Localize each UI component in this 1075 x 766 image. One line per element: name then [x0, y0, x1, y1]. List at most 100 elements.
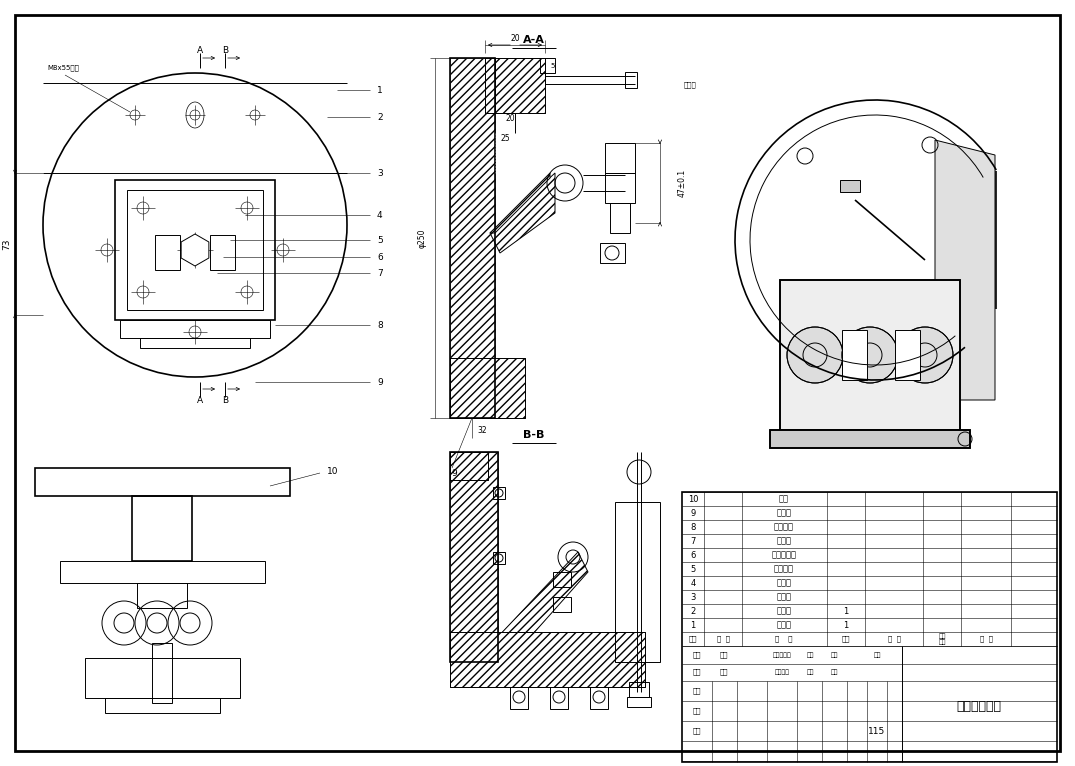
Bar — [132, 496, 192, 561]
Text: 弯管接头夹具: 弯管接头夹具 — [957, 699, 1002, 712]
Text: 8: 8 — [690, 522, 696, 532]
Text: 调节光限块: 调节光限块 — [772, 551, 797, 559]
Bar — [450, 452, 498, 662]
Bar — [590, 687, 608, 709]
Text: 20: 20 — [505, 113, 515, 123]
Circle shape — [787, 327, 843, 383]
Bar — [115, 180, 275, 320]
Text: 9: 9 — [690, 509, 696, 518]
Bar — [35, 468, 290, 496]
Text: 导头: 导头 — [779, 495, 789, 503]
Bar — [137, 583, 187, 608]
Text: 4: 4 — [690, 578, 696, 588]
Bar — [485, 58, 545, 113]
Text: 代  号: 代 号 — [717, 636, 730, 643]
Bar — [627, 697, 651, 707]
Text: B: B — [221, 395, 228, 404]
Text: 比例: 比例 — [830, 669, 837, 675]
Text: 备  注: 备 注 — [979, 636, 992, 643]
Bar — [450, 358, 525, 418]
Bar — [510, 687, 528, 709]
Polygon shape — [935, 140, 995, 400]
Bar — [780, 280, 960, 430]
Bar — [493, 487, 505, 499]
Bar — [210, 235, 235, 270]
Bar — [450, 452, 498, 662]
Text: 光轴端: 光轴端 — [684, 82, 697, 88]
Text: 名    称: 名 称 — [775, 636, 792, 643]
Text: 115: 115 — [869, 726, 886, 735]
Polygon shape — [490, 173, 555, 253]
Polygon shape — [490, 173, 550, 233]
Text: 工艺: 工艺 — [692, 708, 701, 715]
Bar — [842, 330, 868, 380]
Text: 调节连座: 调节连座 — [774, 522, 794, 532]
Text: 夹具体: 夹具体 — [776, 607, 791, 616]
Text: 单件
重量: 单件 重量 — [938, 633, 946, 645]
Bar — [553, 597, 571, 612]
Text: 日期: 日期 — [830, 652, 837, 658]
Text: 3: 3 — [690, 592, 696, 601]
Bar — [120, 320, 270, 338]
Polygon shape — [182, 234, 209, 266]
Text: 调位置里: 调位置里 — [774, 565, 794, 574]
Bar — [493, 552, 505, 564]
Bar — [450, 632, 645, 687]
Bar — [155, 235, 180, 270]
Text: 数量: 数量 — [842, 636, 850, 643]
Bar — [625, 72, 637, 88]
Text: 20: 20 — [511, 34, 520, 42]
Text: B-B: B-B — [524, 430, 545, 440]
Text: 6: 6 — [377, 253, 383, 261]
Text: φ250: φ250 — [417, 228, 427, 247]
Bar — [450, 632, 645, 687]
Text: 73: 73 — [2, 238, 12, 250]
Bar — [450, 452, 488, 480]
Text: 1: 1 — [690, 620, 696, 630]
Text: A: A — [197, 395, 203, 404]
Bar — [450, 358, 525, 418]
Text: 更改文件号: 更改文件号 — [773, 652, 791, 658]
Bar — [450, 58, 494, 418]
Text: M8x55内螺: M8x55内螺 — [47, 64, 78, 71]
Text: 10: 10 — [327, 466, 339, 476]
Bar — [540, 58, 555, 73]
Bar — [840, 180, 860, 192]
Bar — [682, 492, 1057, 762]
Text: A-A: A-A — [524, 35, 545, 45]
Bar — [140, 338, 250, 348]
Text: 铜垫头: 铜垫头 — [776, 592, 791, 601]
Text: 重量: 重量 — [692, 669, 701, 676]
Bar — [600, 243, 625, 263]
Text: 5: 5 — [690, 565, 696, 574]
Bar — [127, 190, 263, 310]
Text: 32: 32 — [477, 425, 487, 434]
Text: 比例: 比例 — [720, 669, 728, 676]
Bar — [85, 658, 240, 698]
Text: 视图: 视图 — [720, 652, 728, 658]
Text: 签字: 签字 — [806, 652, 814, 658]
Polygon shape — [493, 552, 588, 662]
Bar — [152, 643, 172, 703]
Text: 光限盘: 光限盘 — [776, 536, 791, 545]
Bar — [605, 143, 635, 173]
Bar — [553, 572, 571, 587]
Bar — [895, 330, 920, 380]
Text: 9: 9 — [377, 378, 383, 387]
Text: 1: 1 — [844, 607, 848, 616]
Text: 47±0.1: 47±0.1 — [677, 169, 687, 197]
Bar — [105, 698, 220, 713]
Text: 图号: 图号 — [692, 652, 701, 658]
Text: 光连头: 光连头 — [776, 578, 791, 588]
Bar — [770, 430, 970, 448]
Text: 序号: 序号 — [689, 636, 698, 643]
Text: 10: 10 — [688, 495, 699, 503]
Text: 8: 8 — [377, 320, 383, 329]
Text: 图样标记: 图样标记 — [774, 669, 789, 675]
Bar — [60, 561, 266, 583]
Text: 3: 3 — [377, 169, 383, 178]
Text: 备注: 备注 — [873, 652, 880, 658]
Text: 工艺: 工艺 — [692, 728, 701, 735]
Bar — [770, 430, 970, 448]
Circle shape — [842, 327, 898, 383]
